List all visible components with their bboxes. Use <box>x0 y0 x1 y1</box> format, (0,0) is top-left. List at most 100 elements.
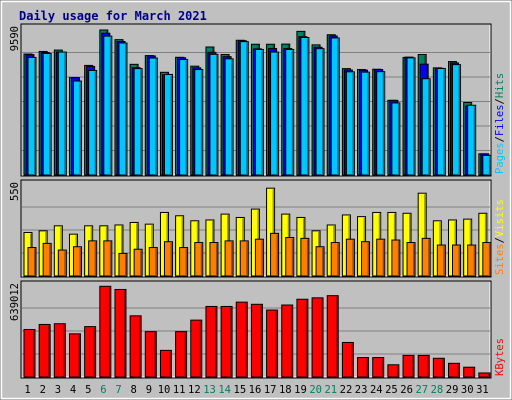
bar-shade <box>442 359 444 377</box>
bar-kbytes-day-20 <box>311 297 324 378</box>
bar-shade <box>276 234 279 276</box>
bar-shade <box>140 69 142 175</box>
day-label: 7 <box>115 384 121 396</box>
bar-shade <box>352 240 354 276</box>
bar-shade <box>79 82 81 175</box>
bar-sites-day-18 <box>285 237 295 277</box>
bar-kbytes-day-27 <box>417 354 430 378</box>
panel-legend: KBytes <box>494 338 506 376</box>
bar-shade <box>413 58 415 175</box>
bar-sites-day-19 <box>300 237 310 277</box>
bar-shade <box>443 69 445 175</box>
bar-shade <box>181 216 184 276</box>
bar-kbytes-day-19 <box>296 298 309 378</box>
bar-pages-day-9 <box>148 57 158 176</box>
bar-shade <box>185 248 188 276</box>
bar-sites-day-14 <box>224 240 234 277</box>
bar-shade <box>291 238 294 276</box>
bar-shade <box>214 307 217 377</box>
day-label: 16 <box>249 384 262 396</box>
bar-shade <box>337 243 339 276</box>
bar-pages-day-2 <box>42 52 52 176</box>
bar-kbytes-day-4 <box>68 333 81 378</box>
bar-shade <box>351 343 353 377</box>
bar-sites-day-6 <box>103 240 113 277</box>
day-label: 27 <box>415 384 428 396</box>
day-label: 25 <box>385 384 398 396</box>
bar-shade <box>185 60 188 175</box>
bar-shade <box>260 305 262 377</box>
bar-pages-day-16 <box>254 48 264 176</box>
bar-pages-day-3 <box>57 51 67 176</box>
legend-separator: / <box>494 237 506 243</box>
bar-shade <box>48 325 50 377</box>
bar-kbytes-day-9 <box>144 331 157 378</box>
bar-shade <box>155 248 157 276</box>
bar-shade <box>155 59 157 175</box>
bar-pages-day-25 <box>391 102 401 176</box>
bar-kbytes-day-17 <box>266 309 279 378</box>
bar-kbytes-day-23 <box>357 357 370 378</box>
bar-pages-day-11 <box>179 59 189 176</box>
bar-shade <box>367 73 370 175</box>
bar-shade <box>427 356 429 377</box>
bar-shade <box>306 239 309 276</box>
bar-shade <box>140 250 142 276</box>
bar-pages-day-10 <box>163 73 173 176</box>
bar-sites-day-30 <box>467 244 477 277</box>
legend-files: Files <box>494 104 506 136</box>
day-label: 22 <box>340 384 353 396</box>
bar-pages-day-21 <box>330 37 340 176</box>
bar-kbytes-day-6 <box>99 285 112 378</box>
bar-sites-day-24 <box>376 238 386 277</box>
bar-shade <box>397 241 400 276</box>
bar-pages-day-23 <box>361 71 371 176</box>
bar-shade <box>170 242 172 276</box>
bar-shade <box>473 106 476 175</box>
bar-shade <box>33 330 35 377</box>
bar-shade <box>290 306 293 377</box>
day-label: 23 <box>355 384 368 396</box>
bar-kbytes-day-1 <box>23 328 36 378</box>
day-label: 17 <box>264 384 277 396</box>
bar-pages-day-20 <box>315 48 325 176</box>
bar-sites-day-1 <box>27 247 37 277</box>
bar-shade <box>272 189 275 276</box>
bar-pages-day-18 <box>285 48 295 176</box>
legend-separator: / <box>494 136 506 142</box>
bar-kbytes-day-11 <box>175 331 188 378</box>
bar-shade <box>109 241 112 276</box>
day-label: 3 <box>55 384 61 396</box>
bar-shade <box>337 38 339 176</box>
panel-middle: 550 Sites/Visits <box>9 179 506 278</box>
bar-shade <box>94 71 97 175</box>
legend-visits: Visits <box>494 199 506 237</box>
bar-kbytes-day-15 <box>235 301 248 378</box>
day-label: 30 <box>461 384 474 396</box>
bar-sites-day-15 <box>239 240 249 277</box>
day-label: 2 <box>40 384 46 396</box>
bar-pages-day-12 <box>194 69 204 176</box>
bar-shade <box>322 49 324 175</box>
bar-shade <box>396 365 399 377</box>
bar-shade <box>231 241 233 276</box>
bar-kbytes-day-14 <box>220 305 233 378</box>
bar-kbytes-day-8 <box>129 315 142 378</box>
bar-shade <box>424 194 426 276</box>
day-label: 21 <box>324 384 337 396</box>
day-label: 29 <box>446 384 459 396</box>
bar-shade <box>64 53 66 175</box>
bar-shade <box>381 358 384 377</box>
day-label: 6 <box>100 384 106 396</box>
day-label: 1 <box>24 384 30 396</box>
bar-shade <box>170 75 172 175</box>
bar-pages-day-14 <box>224 58 234 176</box>
bar-sites-day-12 <box>194 242 204 277</box>
bar-shade <box>93 327 96 377</box>
bar-shade <box>487 373 490 377</box>
bar-shade <box>261 240 263 276</box>
bar-sites-day-13 <box>209 242 219 277</box>
bar-shade <box>34 58 36 175</box>
bar-sites-day-3 <box>57 249 67 277</box>
day-label: 4 <box>70 384 76 396</box>
